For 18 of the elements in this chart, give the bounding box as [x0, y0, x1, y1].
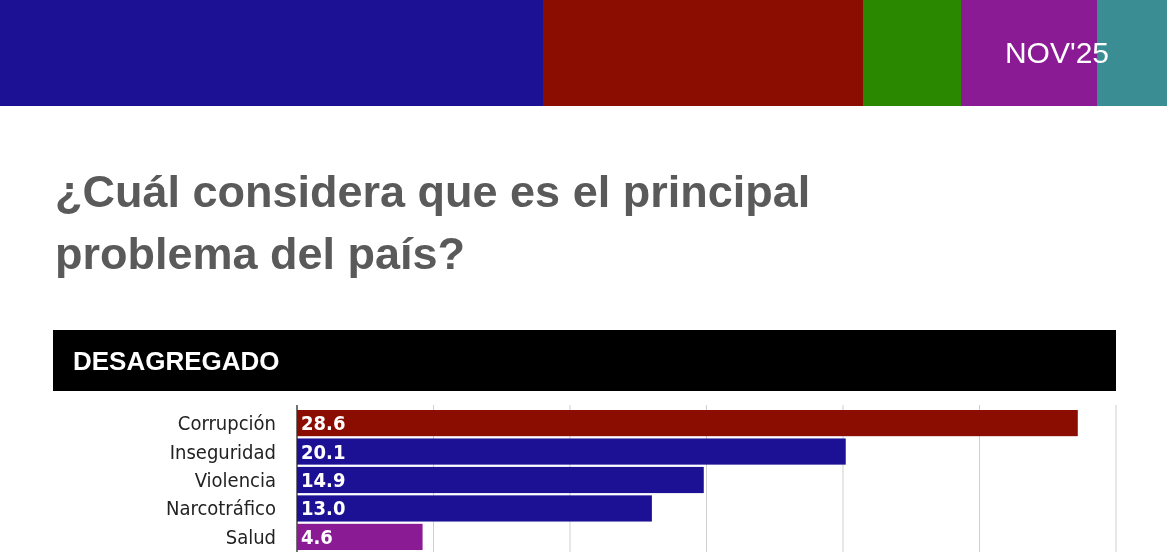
- data-label: 20.1: [301, 439, 346, 464]
- chart-subtitle: DESAGREGADO: [73, 346, 280, 376]
- bar: [297, 438, 846, 465]
- bar: [297, 523, 423, 550]
- data-label: 14.9: [301, 468, 346, 492]
- y-tick-label: Violencia: [194, 468, 276, 492]
- data-label: 28.6: [301, 411, 346, 436]
- text: NOV'25: [1004, 36, 1110, 69]
- data-label: 13.0: [301, 496, 346, 521]
- bar: [297, 410, 1078, 437]
- chart-title: ¿Cuál considera que es el principal problema del país?: [55, 166, 811, 279]
- bar: [297, 495, 652, 522]
- data-label: 4.6: [301, 524, 333, 549]
- y-tick-label: Corrupción: [177, 411, 276, 436]
- y-tick-label: Inseguridad: [169, 439, 276, 464]
- y-tick-label: Salud: [225, 524, 276, 549]
- y-tick-label: Narcotráfico: [165, 496, 276, 521]
- bar: [297, 466, 704, 494]
